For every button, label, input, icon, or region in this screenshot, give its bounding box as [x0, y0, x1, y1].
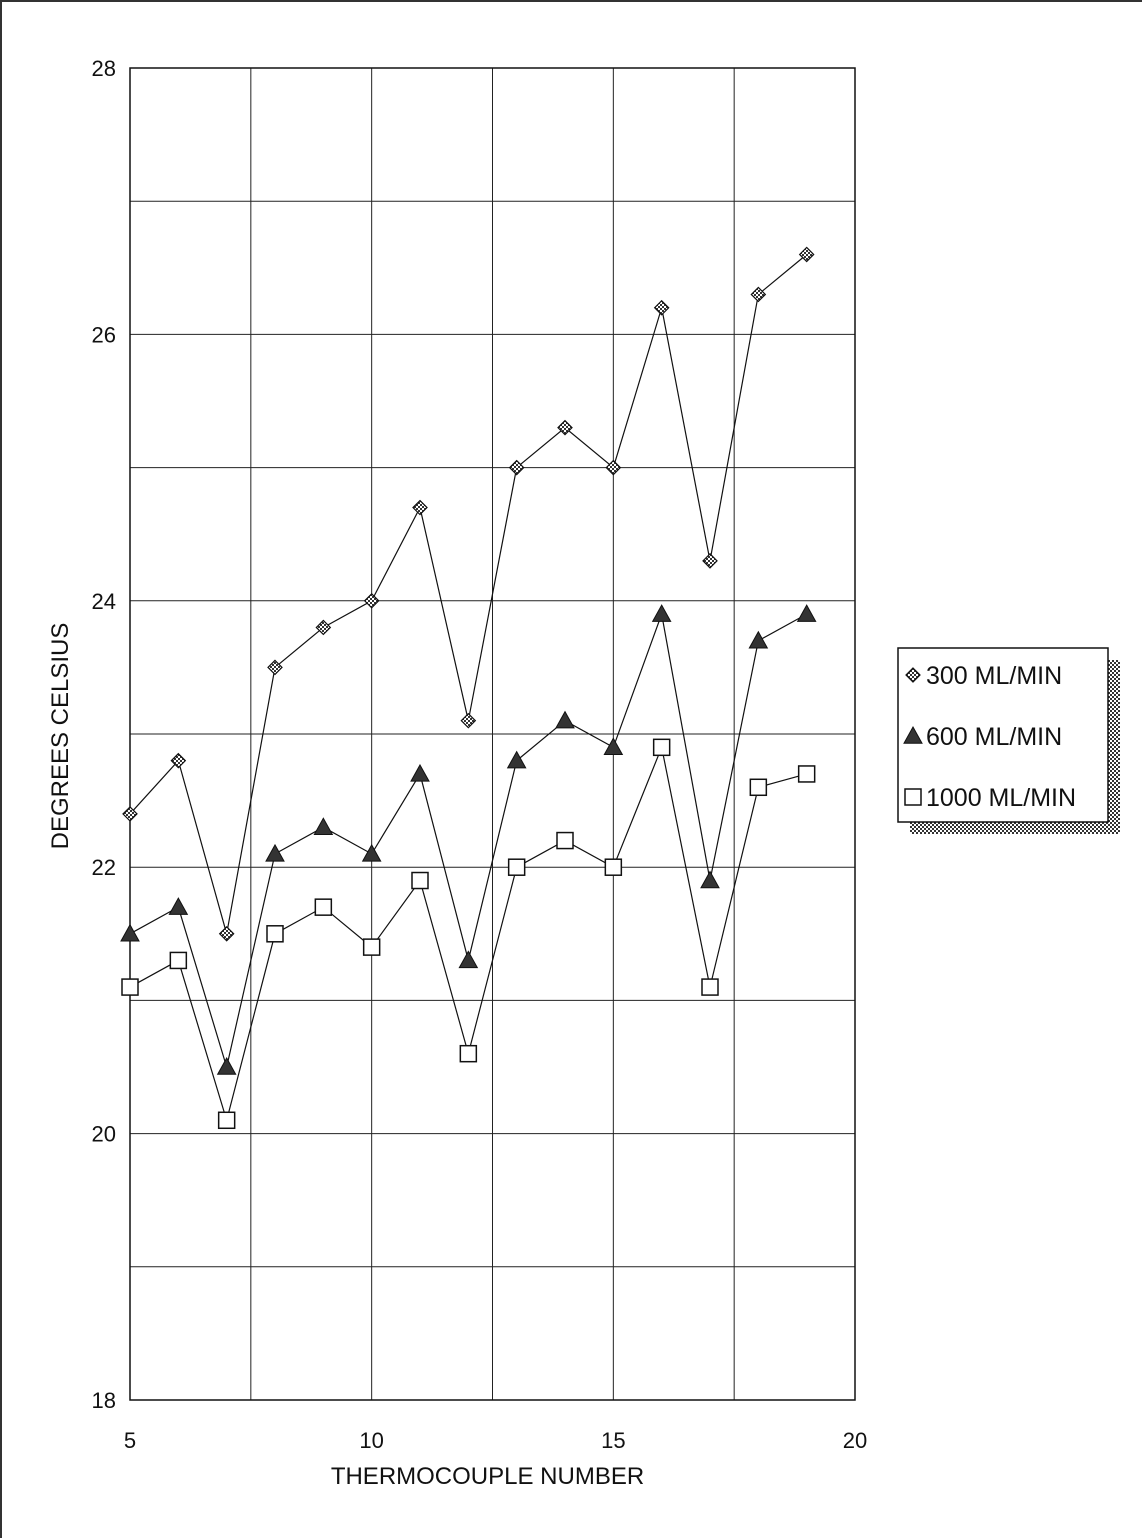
data-point: [122, 806, 138, 822]
data-point: [362, 938, 381, 956]
y-tick-label: 22: [92, 855, 116, 880]
legend-entry: 600 ML/MIN: [903, 723, 1062, 751]
data-point: [168, 897, 189, 915]
data-point: [169, 951, 188, 970]
legend-label: 600 ML/MIN: [926, 723, 1062, 751]
data-point: [506, 750, 527, 769]
y-tick-label: 24: [92, 589, 116, 614]
data-point: [555, 710, 575, 729]
data-point: [796, 604, 817, 622]
data-point: [749, 778, 768, 797]
grid-lines: [130, 68, 855, 1400]
data-point: [170, 752, 187, 769]
data-point: [750, 286, 767, 303]
data-point: [267, 659, 283, 676]
x-axis-label: THERMOCOUPLE NUMBER: [331, 1463, 644, 1490]
data-point: [265, 843, 285, 862]
data-point: [266, 925, 284, 943]
data-point: [412, 499, 428, 516]
y-tick-label: 20: [92, 1122, 116, 1147]
data-point: [557, 419, 573, 436]
data-point: [410, 763, 430, 782]
data-point: [604, 858, 623, 876]
data-point: [460, 712, 477, 729]
legend-swatch: [903, 725, 923, 744]
y-tick-label: 28: [92, 56, 116, 81]
data-point: [652, 738, 671, 757]
data-point: [507, 858, 526, 876]
data-point: [120, 923, 140, 942]
data-point: [556, 831, 574, 850]
data-point: [603, 737, 624, 756]
legend-label: 1000 ML/MIN: [926, 784, 1076, 812]
legend-label: 300 ML/MIN: [926, 662, 1062, 690]
data-point: [653, 299, 670, 316]
legend: 300 ML/MIN 600 ML/MIN 1000 ML/MIN: [897, 647, 1120, 834]
data-point: [748, 630, 769, 649]
y-tick-label: 26: [92, 322, 116, 347]
legend-box: [897, 647, 1109, 823]
data-point: [121, 978, 139, 996]
series-triangle: [120, 604, 817, 1075]
series-line: [129, 254, 808, 934]
data-point: [508, 459, 525, 476]
data-point: [701, 978, 719, 996]
x-tick-label: 5: [124, 1428, 136, 1453]
data-point: [797, 765, 816, 783]
series-line: [129, 611, 807, 1070]
data-point: [363, 592, 380, 609]
data-point: [314, 898, 333, 916]
data-point: [313, 817, 334, 835]
x-tick-label: 15: [601, 1428, 625, 1453]
legend-swatch: [905, 667, 921, 683]
legend-items: 300 ML/MIN 600 ML/MIN 1000 ML/MIN: [903, 662, 1076, 812]
series-square: [121, 738, 816, 1130]
data-point: [702, 552, 718, 569]
plot-area: [129, 67, 856, 1401]
y-tick-label: 18: [92, 1388, 116, 1413]
x-tick-label: 20: [843, 1428, 867, 1453]
data-point: [218, 925, 235, 942]
legend-entry: 300 ML/MIN: [905, 662, 1062, 690]
data-point: [458, 950, 479, 969]
data-point: [651, 604, 672, 622]
data-point: [411, 871, 429, 890]
tick-labels: 18 20 22 24 26 28 5 10 15 20: [92, 56, 868, 1453]
data-point: [459, 1044, 478, 1063]
data-point: [605, 459, 622, 476]
series-layer: [120, 246, 817, 1130]
data-point: [361, 843, 382, 862]
x-tick-label: 10: [359, 1428, 383, 1453]
data-point: [315, 619, 332, 636]
series-diamond: [122, 246, 815, 942]
data-point: [217, 1111, 236, 1130]
data-point: [216, 1056, 237, 1075]
y-axis-label: DEGREES CELSIUS: [47, 623, 74, 850]
data-point: [700, 870, 720, 889]
data-point: [798, 246, 815, 263]
legend-entry: 1000 ML/MIN: [904, 784, 1076, 812]
legend-swatch: [904, 788, 922, 806]
